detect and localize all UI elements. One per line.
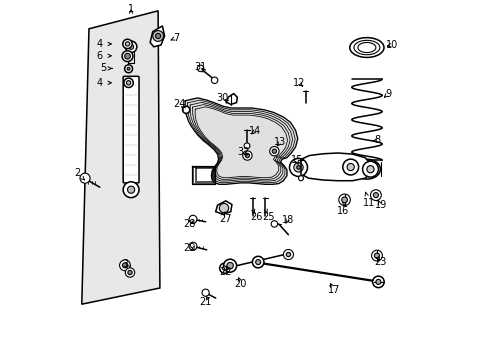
Text: 32: 32 [237,147,249,157]
Circle shape [342,159,358,175]
Text: 2: 2 [74,168,80,178]
Circle shape [120,260,130,271]
Circle shape [197,65,203,72]
Circle shape [283,249,293,260]
Circle shape [125,268,134,277]
Circle shape [244,153,249,158]
Circle shape [122,39,132,49]
Text: 22: 22 [219,267,231,277]
Text: 28: 28 [183,219,196,229]
Text: 11: 11 [362,198,374,208]
Circle shape [123,78,133,87]
Text: 18: 18 [281,215,293,225]
Text: 8: 8 [374,135,380,145]
Circle shape [223,259,236,272]
Circle shape [125,42,129,46]
Circle shape [285,252,290,257]
Text: 3: 3 [122,258,128,269]
Circle shape [362,161,378,177]
Polygon shape [215,201,231,214]
Circle shape [346,163,354,171]
Text: 7: 7 [173,33,179,43]
Text: 5: 5 [100,63,106,73]
Text: 27: 27 [219,214,231,224]
Circle shape [252,256,264,268]
Polygon shape [226,94,237,104]
Circle shape [211,77,218,84]
Text: 9: 9 [385,89,391,99]
Circle shape [269,147,279,156]
Circle shape [219,203,228,213]
Circle shape [124,65,132,73]
Text: 19: 19 [374,200,386,210]
Circle shape [366,166,373,173]
Circle shape [226,262,233,269]
Text: 29: 29 [183,243,196,253]
Circle shape [255,260,260,265]
Polygon shape [81,11,160,304]
Circle shape [270,221,277,227]
Circle shape [127,270,132,275]
Circle shape [122,263,127,268]
Text: 1: 1 [128,4,134,14]
Circle shape [155,33,160,39]
Circle shape [289,158,307,176]
Circle shape [122,51,133,62]
Circle shape [189,242,197,250]
Text: 15: 15 [290,155,302,165]
Circle shape [202,289,209,296]
Polygon shape [295,153,371,181]
Circle shape [242,151,251,160]
Circle shape [341,197,347,203]
Text: 21: 21 [199,297,211,307]
Circle shape [272,149,276,153]
Text: 26: 26 [249,212,262,222]
Text: 13: 13 [274,137,286,147]
Text: 10: 10 [385,40,397,50]
Circle shape [375,279,380,284]
Circle shape [296,166,300,169]
Text: 6: 6 [96,51,102,61]
Circle shape [189,215,197,223]
Text: 4: 4 [96,39,102,49]
Polygon shape [150,26,164,47]
Circle shape [338,194,349,206]
Circle shape [126,81,130,85]
Text: 20: 20 [234,279,246,289]
Circle shape [80,173,90,183]
Circle shape [128,44,133,49]
Circle shape [293,163,303,172]
Circle shape [370,190,381,201]
Circle shape [127,67,130,70]
FancyBboxPatch shape [123,76,139,183]
Circle shape [373,193,378,198]
Text: 16: 16 [336,206,348,216]
Circle shape [127,186,134,193]
Circle shape [124,53,130,59]
Text: 30: 30 [216,93,228,103]
Circle shape [374,253,379,258]
Circle shape [182,106,189,113]
Circle shape [152,31,163,41]
Text: 24: 24 [172,99,185,109]
Circle shape [371,250,382,261]
Text: 14: 14 [248,126,260,136]
Circle shape [244,143,249,149]
Text: 31: 31 [194,62,206,72]
Text: 23: 23 [374,257,386,267]
Circle shape [125,41,137,53]
Text: 12: 12 [292,78,305,88]
Circle shape [298,176,303,181]
Polygon shape [185,98,297,184]
Text: 17: 17 [327,285,339,295]
Circle shape [123,182,139,198]
Text: 4: 4 [96,78,102,88]
Circle shape [372,276,384,288]
Circle shape [222,266,226,270]
Text: 25: 25 [262,212,274,222]
Circle shape [219,263,229,273]
